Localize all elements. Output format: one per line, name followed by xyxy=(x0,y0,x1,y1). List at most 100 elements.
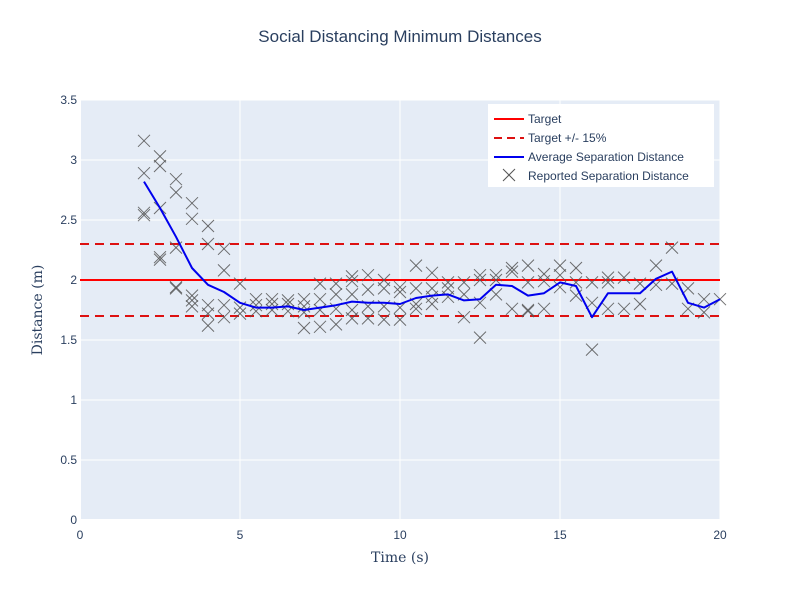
reported-marker xyxy=(153,159,167,173)
chart-title: Social Distancing Minimum Distances xyxy=(258,27,541,46)
legend-label-band: Target +/- 15% xyxy=(528,131,607,145)
reported-marker xyxy=(633,297,647,311)
x-tick-label: 20 xyxy=(713,528,727,542)
reported-marker xyxy=(377,313,391,326)
reported-marker xyxy=(201,237,215,251)
average-line-group xyxy=(143,181,721,319)
x-tick-label: 5 xyxy=(237,528,244,542)
reported-marker xyxy=(345,270,359,283)
reported-marker xyxy=(265,303,279,317)
reported-marker xyxy=(361,312,375,325)
reported-marker xyxy=(553,259,567,272)
x-tick-label: 0 xyxy=(77,528,84,542)
reported-marker xyxy=(153,150,167,163)
reported-marker xyxy=(153,253,167,266)
y-axis-title: Distance (m) xyxy=(30,265,46,356)
reported-marker xyxy=(617,271,631,284)
reported-marker xyxy=(601,271,615,284)
reference-lines xyxy=(80,243,720,317)
reported-marker xyxy=(649,259,663,272)
reported-marker xyxy=(425,290,439,304)
legend-label-target: Target xyxy=(528,112,562,126)
x-axis-title: Time (s) xyxy=(371,550,429,566)
reported-marker xyxy=(297,321,311,335)
reported-marker xyxy=(569,289,583,302)
y-tick-label: 1.5 xyxy=(60,333,77,347)
reported-marker xyxy=(281,294,295,307)
reported-marker xyxy=(185,212,199,226)
reported-marker xyxy=(201,219,215,233)
average-line xyxy=(143,181,721,319)
reported-marker xyxy=(201,307,215,320)
reported-marker xyxy=(569,276,583,289)
y-tick-label: 3.5 xyxy=(60,93,77,107)
reported-marker xyxy=(633,277,647,290)
reported-marker xyxy=(185,300,199,313)
reported-marker xyxy=(425,297,439,311)
reported-marker xyxy=(537,267,551,281)
reported-marker xyxy=(505,265,519,278)
reported-marker xyxy=(185,289,199,302)
y-tick-label: 0.5 xyxy=(60,453,77,467)
legend-box xyxy=(488,104,714,187)
reported-marker xyxy=(345,312,359,325)
reported-marker xyxy=(521,304,535,318)
reported-marker xyxy=(473,268,487,282)
reported-marker xyxy=(537,274,551,288)
reported-marker xyxy=(457,276,471,289)
reported-marker xyxy=(137,166,151,180)
reported-marker xyxy=(649,278,663,292)
legend[interactable]: Target Target +/- 15% Average Separation… xyxy=(488,104,714,187)
legend-label-reported: Reported Separation Distance xyxy=(528,169,689,183)
reported-marker xyxy=(569,261,583,275)
reported-marker xyxy=(217,264,231,277)
reported-marker xyxy=(169,186,183,199)
x-axis-ticks: 0 5 10 15 20 xyxy=(77,528,727,542)
x-tick-label: 15 xyxy=(553,528,567,542)
reported-marker xyxy=(441,290,455,304)
reported-marker xyxy=(409,259,423,272)
reported-marker xyxy=(681,282,695,295)
reported-marker xyxy=(329,318,343,331)
reported-marker xyxy=(233,277,247,290)
y-tick-label: 2 xyxy=(70,273,77,287)
reported-marker xyxy=(457,310,471,324)
reported-marker xyxy=(441,276,455,289)
reported-marker xyxy=(601,302,615,316)
reported-marker xyxy=(505,302,519,316)
reported-marker xyxy=(697,306,711,319)
reported-marker xyxy=(217,298,231,312)
reported-marker xyxy=(137,208,151,222)
reported-marker xyxy=(489,273,503,287)
reported-marker xyxy=(201,319,215,332)
reported-marker xyxy=(217,242,231,256)
reported-marker xyxy=(489,288,503,301)
reported-marker xyxy=(313,320,327,334)
reported-marker xyxy=(185,294,199,307)
reported-marker xyxy=(537,302,551,316)
reported-marker xyxy=(137,206,151,220)
reported-marker xyxy=(425,266,439,280)
reported-marker xyxy=(409,302,423,316)
reported-marker xyxy=(185,196,199,210)
reported-marker xyxy=(169,172,183,186)
reported-marker xyxy=(505,261,519,275)
reported-marker xyxy=(393,313,407,326)
reported-marker xyxy=(249,298,263,312)
grid-lines xyxy=(79,99,721,521)
reported-marker xyxy=(521,259,535,272)
reported-marker xyxy=(473,273,487,287)
reported-marker xyxy=(617,302,631,316)
reported-marker xyxy=(265,292,279,306)
reported-marker xyxy=(217,310,231,324)
reported-marker xyxy=(521,276,535,289)
reported-marker xyxy=(697,292,711,306)
reported-marker xyxy=(169,280,183,294)
y-tick-label: 1 xyxy=(70,393,77,407)
reported-marker xyxy=(249,292,263,306)
reported-marker xyxy=(393,280,407,294)
reported-marker xyxy=(233,307,247,320)
reported-marker xyxy=(393,285,407,299)
